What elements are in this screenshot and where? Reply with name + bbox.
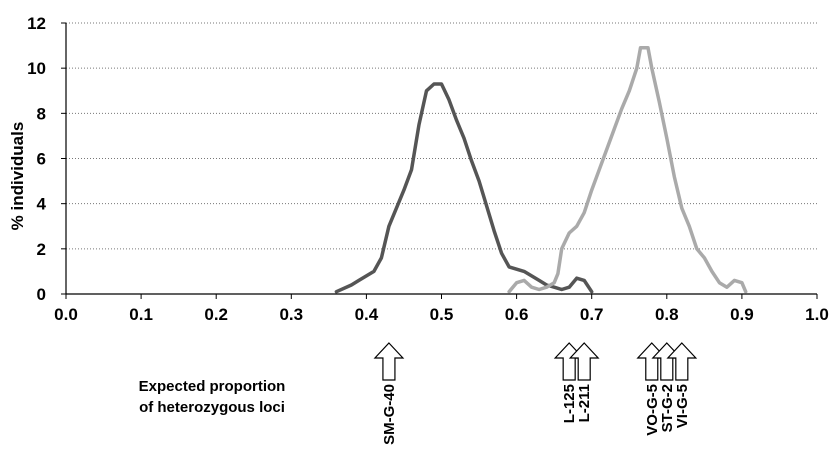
x-axis-label-line-1: Expected proportion <box>139 378 286 395</box>
series-line-1 <box>334 82 594 294</box>
x-tick-label: 0.3 <box>279 305 303 324</box>
y-tick-label: 0 <box>37 285 46 304</box>
y-tick-label: 2 <box>37 240 46 259</box>
x-tick-label: 0.2 <box>204 305 228 324</box>
marker-label: ST-G-2 <box>659 384 676 432</box>
x-tick-labels: 0.0 0.1 0.2 0.3 0.4 0.5 0.6 0.7 0.8 0.9 1.0 <box>54 305 829 324</box>
y-tick-label: 12 <box>27 14 46 33</box>
x-tick-label: 0.0 <box>54 305 78 324</box>
x-tick-label: 0.7 <box>580 305 604 324</box>
marker-arrow <box>373 342 405 381</box>
x-tick-label: 0.5 <box>430 305 454 324</box>
y-tick-label: 10 <box>27 59 46 78</box>
x-tick-label: 0.9 <box>730 305 754 324</box>
x-tick-label: 0.4 <box>355 305 379 324</box>
x-axis-label-line-2: of heterozygous loci <box>139 399 285 416</box>
y-tick-label: 6 <box>37 150 46 169</box>
marker-label: L-125 <box>561 384 578 423</box>
series-group <box>334 46 748 294</box>
y-tick-labels: 0 2 4 6 8 10 12 <box>27 14 46 304</box>
axes <box>61 22 818 299</box>
marker-label: VI-G-5 <box>674 384 691 428</box>
x-tick-label: 0.6 <box>505 305 529 324</box>
marker-label: VO-G-5 <box>644 384 661 436</box>
y-tick-label: 8 <box>37 104 46 123</box>
marker-label: SM-G-40 <box>381 384 398 445</box>
x-tick-label: 1.0 <box>805 305 829 324</box>
marker-arrow <box>568 342 600 381</box>
marker-label: L-211 <box>576 384 593 422</box>
y-axis-label: % individuals <box>8 122 27 231</box>
marker-arrow <box>666 342 698 381</box>
y-tick-label: 4 <box>37 195 47 214</box>
x-tick-label: 0.8 <box>655 305 679 324</box>
x-tick-label: 0.1 <box>129 305 153 324</box>
series-line-2 <box>507 46 748 294</box>
gridlines <box>66 22 817 250</box>
